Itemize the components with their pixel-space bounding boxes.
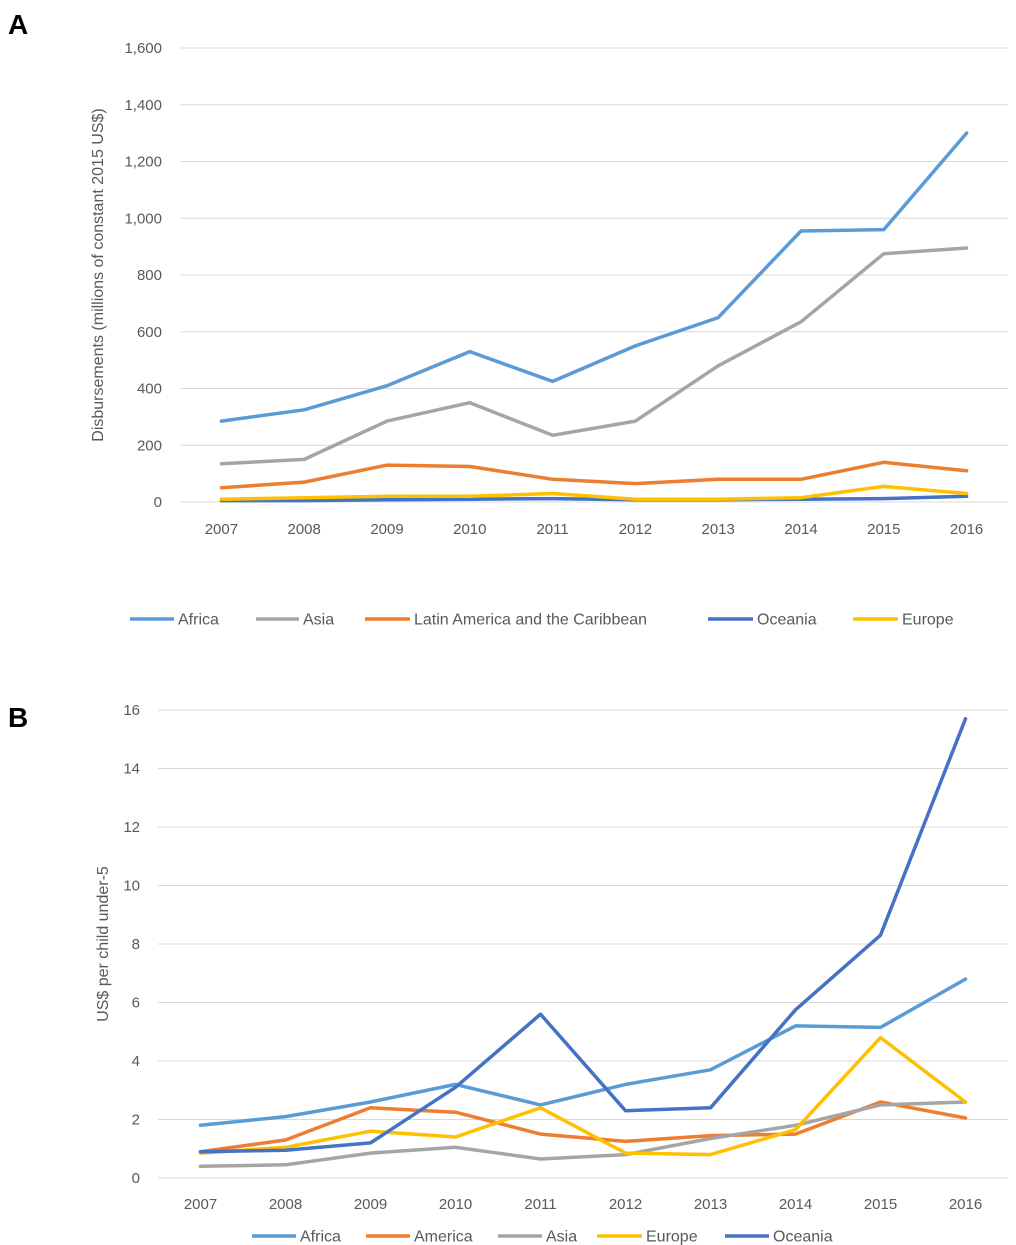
chart-b-ytick-label: 2 [132, 1112, 140, 1129]
chart-a-series-line-europe [219, 484, 969, 501]
chart-b-xtick-label: 2013 [694, 1196, 727, 1213]
chart-a-y-axis-title: Disbursements (millions of constant 2015… [90, 108, 107, 441]
chart-b-series-line-africa [198, 977, 968, 1128]
chart-a-series-line-asia [219, 246, 969, 466]
chart-b-series-line-asia [198, 1100, 968, 1169]
chart-b-series-line-europe [198, 1035, 968, 1157]
chart-a-xtick-label: 2009 [370, 521, 403, 538]
chart-b-series-line-america [198, 1100, 968, 1154]
chart-b-legend-label-europe: Europe [646, 1229, 698, 1245]
chart-a-ytick-label: 0 [154, 494, 162, 511]
chart-a-ytick-label: 400 [137, 381, 162, 398]
chart-b-ytick-label: 10 [123, 878, 140, 895]
chart-a-legend-label-latin-america-and-the-caribbean: Latin America and the Caribbean [414, 612, 647, 629]
chart-a-series-line-oceania [219, 494, 969, 503]
chart-a-xtick-label: 2014 [784, 521, 817, 538]
chart-a-xtick-label: 2007 [205, 521, 238, 538]
chart-a-legend-label-oceania: Oceania [757, 612, 817, 629]
chart-a-xtick-label: 2015 [867, 521, 900, 538]
chart-b-legend-label-asia: Asia [546, 1229, 577, 1245]
chart-b-legend-label-america: America [414, 1229, 473, 1245]
chart-b-series-line-oceania [198, 717, 968, 1154]
chart-a-ytick-label: 1,400 [124, 97, 162, 114]
chart-b-y-axis-title: US$ per child under-5 [95, 866, 112, 1022]
chart-a-series-line-latin-america-and-the-caribbean [219, 460, 969, 490]
chart-a-series-line-africa [219, 131, 969, 423]
chart-a-xtick-label: 2010 [453, 521, 486, 538]
chart-a-ytick-label: 1,600 [124, 40, 162, 57]
chart-b-xtick-label: 2016 [949, 1196, 982, 1213]
chart-b-xtick-label: 2014 [779, 1196, 812, 1213]
chart-b-xtick-label: 2009 [354, 1196, 387, 1213]
chart-a: 0 200 400 600 800 1,000 1,200 1,400 1,600 2007 200… [90, 40, 1008, 629]
chart-a-xtick-label: 2008 [288, 521, 321, 538]
chart-a-legend-label-europe: Europe [902, 612, 954, 629]
chart-b-ytick-label: 0 [132, 1170, 140, 1187]
chart-b-legend-label-africa: Africa [300, 1229, 341, 1245]
chart-b-xtick-label: 2008 [269, 1196, 302, 1213]
chart-a-xtick-label: 2012 [619, 521, 652, 538]
chart-b-xtick-label: 2012 [609, 1196, 642, 1213]
chart-b-ytick-label: 14 [123, 761, 140, 778]
chart-a-xtick-label: 2013 [702, 521, 735, 538]
chart-a-ytick-label: 200 [137, 437, 162, 454]
chart-b-ytick-label: 6 [132, 995, 140, 1012]
chart-a-ytick-label: 600 [137, 324, 162, 341]
chart-b-ytick-label: 4 [132, 1053, 140, 1070]
chart-a-xtick-label: 2016 [950, 521, 983, 538]
panel-a-letter: A [8, 9, 28, 40]
panel-b-letter: B [8, 702, 28, 733]
chart-b-legend-label-oceania: Oceania [773, 1229, 833, 1245]
chart-b: 0 2 4 6 8 10 12 14 16 2007 2008 2009 2010 2011 2012 201… [95, 702, 1008, 1245]
chart-b-ytick-label: 12 [123, 819, 140, 836]
chart-b-ytick-label: 8 [132, 936, 140, 953]
chart-b-xtick-label: 2011 [524, 1196, 556, 1213]
chart-b-xtick-label: 2010 [439, 1196, 472, 1213]
chart-a-ytick-label: 1,200 [124, 154, 162, 171]
chart-a-ytick-label: 800 [137, 267, 162, 284]
chart-a-ytick-label: 1,000 [124, 210, 162, 227]
chart-a-xtick-label: 2011 [536, 521, 568, 538]
chart-b-xtick-label: 2015 [864, 1196, 897, 1213]
chart-b-xtick-label: 2007 [184, 1196, 217, 1213]
chart-a-legend-label-africa: Africa [178, 612, 219, 629]
chart-b-ytick-label: 16 [123, 702, 140, 719]
chart-a-legend-label-asia: Asia [303, 612, 334, 629]
